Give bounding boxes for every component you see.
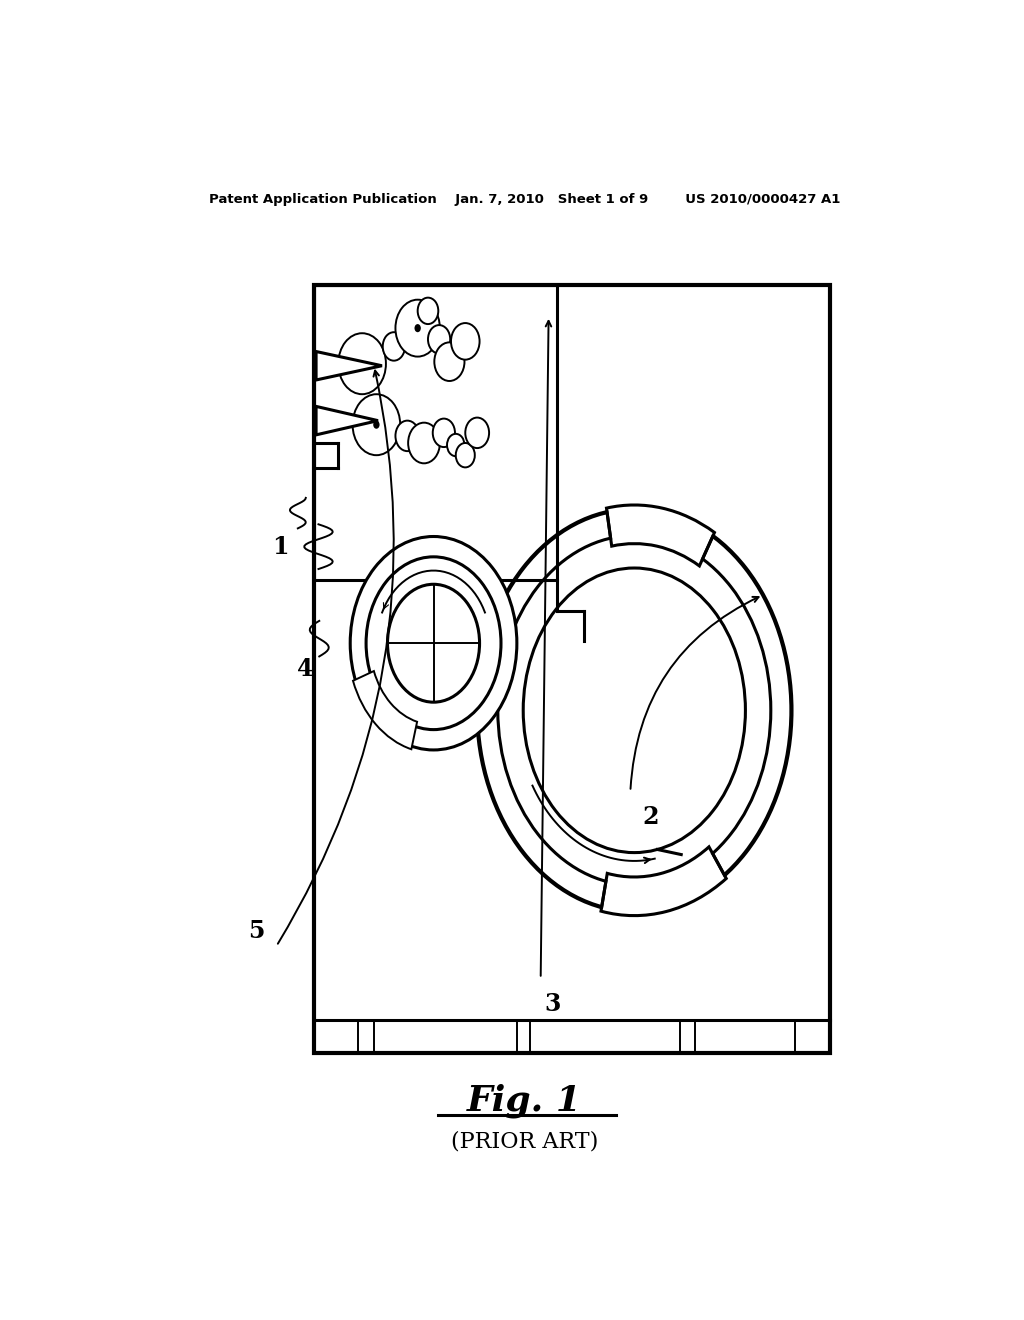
Circle shape	[395, 300, 440, 356]
Circle shape	[409, 422, 440, 463]
Circle shape	[451, 323, 479, 359]
Wedge shape	[606, 506, 715, 566]
Circle shape	[338, 333, 386, 395]
Text: (PRIOR ART): (PRIOR ART)	[452, 1130, 598, 1152]
Polygon shape	[316, 351, 382, 380]
Circle shape	[428, 325, 451, 354]
Circle shape	[352, 395, 400, 455]
Circle shape	[415, 325, 421, 333]
Text: 1: 1	[272, 535, 289, 558]
Text: 4: 4	[297, 656, 313, 681]
Text: 2: 2	[642, 805, 658, 829]
Circle shape	[418, 297, 438, 325]
Circle shape	[373, 421, 380, 429]
Wedge shape	[353, 671, 417, 750]
Polygon shape	[316, 407, 378, 434]
Circle shape	[395, 421, 419, 451]
Circle shape	[465, 417, 489, 447]
Circle shape	[383, 333, 404, 360]
Text: Fig. 1: Fig. 1	[467, 1084, 583, 1118]
Circle shape	[447, 434, 465, 457]
Circle shape	[433, 418, 455, 447]
Wedge shape	[601, 847, 726, 916]
Circle shape	[456, 444, 475, 467]
Circle shape	[350, 536, 517, 750]
Text: Patent Application Publication    Jan. 7, 2010   Sheet 1 of 9        US 2010/000: Patent Application Publication Jan. 7, 2…	[209, 193, 841, 206]
Text: 3: 3	[545, 993, 561, 1016]
Circle shape	[434, 342, 465, 381]
Text: 5: 5	[249, 919, 265, 942]
